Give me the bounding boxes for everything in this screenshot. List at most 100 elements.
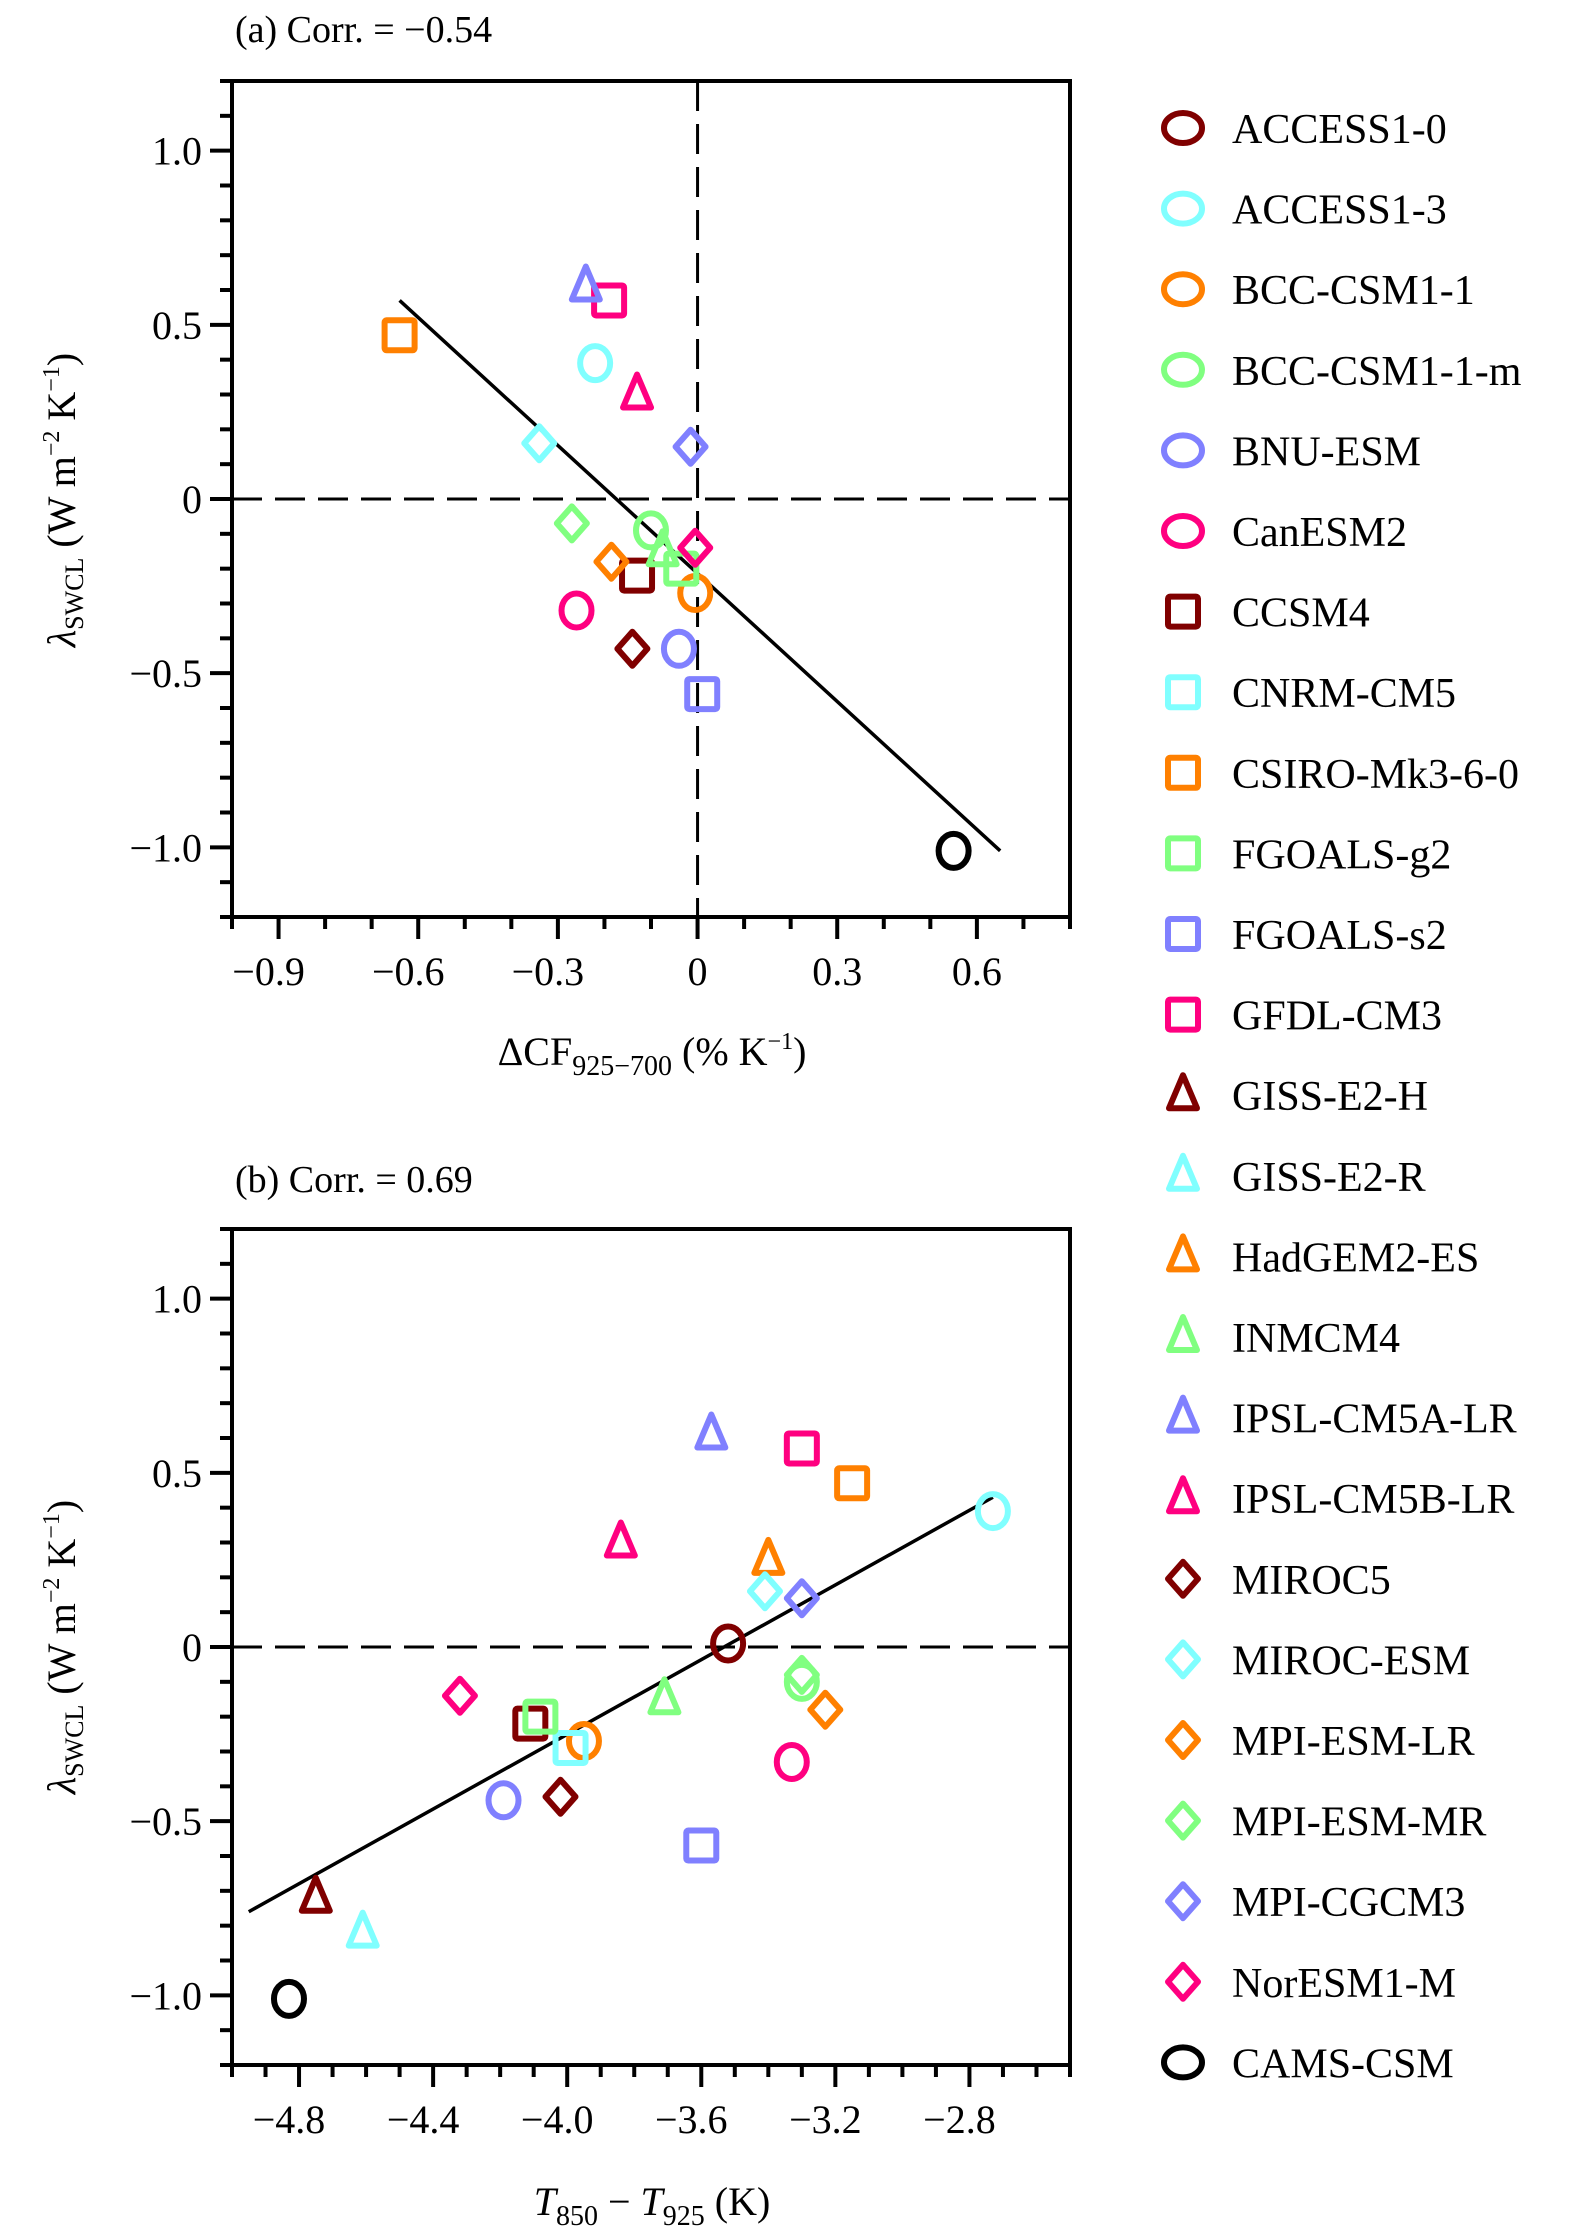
ylabel-rest: (W m	[39, 1603, 84, 1704]
data-point-mpi-esm-mr	[553, 503, 590, 544]
legend-label: IPSL-CM5B-LR	[1232, 1477, 1514, 1523]
ylabel-sub: SWCL	[60, 1705, 89, 1777]
x-tick-label: −4.8	[253, 2097, 326, 2142]
xlabel-rest: (K)	[705, 2179, 771, 2224]
y-tick-label: 0.5	[152, 1451, 202, 1496]
legend-item: MIROC-ESM	[1165, 1638, 1470, 1684]
legend-item: BNU-ESM	[1161, 429, 1421, 475]
data-point-hadgem2-es	[751, 1536, 786, 1576]
data-point-ipsl-cm5b-lr	[620, 371, 655, 411]
legend-label: INMCM4	[1232, 1316, 1400, 1362]
data-point-access1-3	[577, 343, 614, 384]
legend-item: BCC-CSM1-1	[1161, 268, 1475, 314]
xlabel-s2: 925	[663, 2201, 705, 2232]
legend-label: BCC-CSM1-1-m	[1232, 349, 1522, 395]
legend-item: MPI-ESM-MR	[1165, 1800, 1486, 1846]
data-point-access1-0	[710, 1623, 747, 1664]
legend-item: GFDL-CM3	[1165, 994, 1442, 1040]
data-point-bnu-esm	[485, 1780, 522, 1821]
ylabel-sub: SWCL	[60, 558, 89, 630]
x-tick-label: −0.3	[512, 949, 585, 994]
legend-item: FGOALS-g2	[1165, 832, 1451, 878]
legend-marker-square-icon	[1165, 996, 1201, 1033]
y-tick-label: −0.5	[129, 651, 202, 696]
legend-marker-square-icon	[1165, 916, 1201, 952]
panel-a-plot-area: −1.0 −0.5 0 0.5 1.0 −0.9 −0.6 −0.3 0 0.3 0.6	[129, 79, 1072, 994]
data-point-ipsl-cm5a-lr	[694, 1411, 729, 1451]
legend-label: BNU-ESM	[1232, 429, 1421, 475]
y-tick-label: 1.0	[152, 129, 202, 174]
legend-label: FGOALS-s2	[1232, 913, 1447, 959]
data-point-access1-3	[974, 1491, 1011, 1532]
legend-item: ACCESS1-3	[1161, 188, 1447, 234]
xlabel-op: −	[598, 2179, 641, 2224]
xlabel-t2: T	[641, 2179, 666, 2224]
legend-label: GISS-E2-R	[1232, 1155, 1426, 1201]
data-point-miroc5	[614, 628, 651, 669]
ylabel-sup1: −2	[39, 431, 65, 457]
xlabel-s1: 850	[556, 2201, 598, 2232]
y-tick-label: 0	[182, 477, 202, 522]
data-point-fgoals-g2	[663, 550, 700, 587]
legend-item: HadGEM2-ES	[1166, 1233, 1479, 1281]
legend-item: IPSL-CM5A-LR	[1166, 1394, 1517, 1443]
x-tick-label: 0	[688, 949, 708, 994]
legend-label: GISS-E2-H	[1232, 1074, 1428, 1120]
ylabel-sup2: −1	[39, 1513, 65, 1539]
legend-item: MPI-ESM-LR	[1165, 1719, 1475, 1765]
data-point-gfdl-cm3	[783, 1430, 820, 1467]
legend-marker-triangle-icon	[1166, 1394, 1200, 1434]
data-point-ccsm4	[512, 1705, 549, 1742]
data-point-cnrm-cm5	[552, 1730, 589, 1767]
data-point-mpi-cgcm3	[672, 426, 709, 467]
data-point-cams-csm	[935, 830, 972, 871]
data-point-fgoals-s2	[684, 676, 721, 713]
legend-item: FGOALS-s2	[1165, 913, 1447, 959]
legend-marker-circle-icon	[1161, 2044, 1205, 2081]
legend-marker-triangle-icon	[1166, 1475, 1200, 1515]
data-point-mpi-cgcm3	[783, 1578, 820, 1619]
ylabel-mid: K	[39, 1539, 84, 1578]
x-tick-label: −0.6	[372, 949, 445, 994]
ylabel-end: )	[39, 1500, 84, 1513]
legend-label: CanESM2	[1232, 510, 1407, 556]
svg-text:λSWCL (W m−2 K−1): λSWCL (W m−2 K−1)	[39, 1500, 89, 1795]
data-point-inmcm4	[645, 528, 680, 568]
panel-b-title: (b) Corr. = 0.69	[235, 1159, 473, 1201]
legend-marker-square-icon	[1165, 674, 1201, 711]
legend-label: MPI-CGCM3	[1232, 1880, 1465, 1926]
ylabel-end: )	[39, 353, 84, 366]
y-tick-label: 1.0	[152, 1277, 202, 1322]
data-point-ipsl-cm5a-lr	[568, 263, 603, 303]
ylabel-mid: K	[39, 392, 84, 431]
x-tick-label: −0.9	[232, 949, 305, 994]
ylabel-sup2: −1	[39, 366, 65, 392]
panel-b-plot-area: −1.0 −0.5 0 0.5 1.0 −4.8 −4.4 −4.0 −3.6 −3.2 −2.8	[129, 1227, 1072, 2142]
x-tick-label: 0.6	[952, 949, 1002, 994]
svg-text:λSWCL (W m−2 K−1): λSWCL (W m−2 K−1)	[39, 353, 89, 648]
legend-marker-diamond-icon	[1165, 1961, 1201, 2002]
legend-marker-circle-icon	[1161, 110, 1205, 146]
ylabel-main: λ	[39, 630, 84, 648]
data-point-miroc-esm	[746, 1571, 783, 1612]
legend-item: INMCM4	[1166, 1314, 1400, 1362]
data-point-csiro-mk3-6-0	[834, 1465, 871, 1502]
data-point-mpi-esm-lr	[807, 1689, 844, 1730]
data-point-bcc-csm1-1-m	[783, 1661, 820, 1702]
data-point-ccsm4	[619, 557, 656, 594]
panel-a: (a) Corr. = −0.54 λSWCL (W m−2 K−1) ΔCF9…	[39, 9, 1072, 1082]
panel-a-title: (a) Corr. = −0.54	[235, 9, 492, 51]
x-tick-label: 0.3	[812, 949, 862, 994]
data-point-miroc5	[542, 1776, 579, 1817]
legend-label: BCC-CSM1-1	[1232, 268, 1475, 314]
data-point-inmcm4	[647, 1676, 682, 1716]
legend-item: IPSL-CM5B-LR	[1166, 1475, 1514, 1523]
legend-item: BCC-CSM1-1-m	[1161, 349, 1522, 395]
y-tick-label: −1.0	[129, 1973, 202, 2018]
legend-marker-square-icon	[1165, 754, 1201, 791]
data-point-noresm1-m	[441, 1675, 478, 1716]
x-tick-label: −4.4	[387, 2097, 460, 2142]
legend-item: MPI-CGCM3	[1165, 1880, 1465, 1926]
legend-marker-circle-icon	[1161, 432, 1205, 469]
data-point-ipsl-cm5b-lr	[603, 1519, 638, 1559]
